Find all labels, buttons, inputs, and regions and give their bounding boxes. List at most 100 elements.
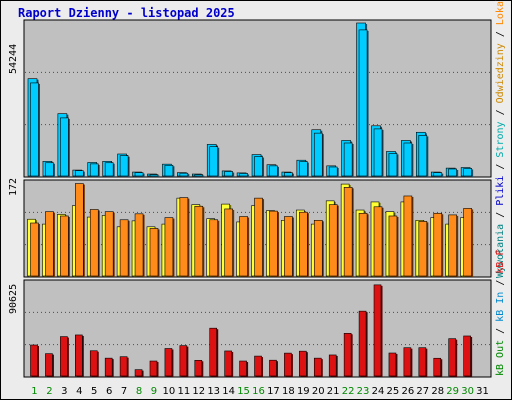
bar-bottom-s0-day-5 xyxy=(89,350,99,377)
bar-top-s1-day-3 xyxy=(60,117,70,177)
bar-middle-s1-day-10 xyxy=(164,217,175,277)
bar-middle-s1-day-2 xyxy=(45,211,55,277)
bar-bottom-s0-day-13 xyxy=(209,327,219,377)
bar-middle-s1-day-5 xyxy=(89,209,100,277)
bar-middle-s1-day-16 xyxy=(254,197,265,277)
bar-top-s1-day-18 xyxy=(284,172,294,177)
bar-middle-s1-day-4 xyxy=(75,183,85,277)
bar-bottom-s0-day-19 xyxy=(299,350,308,377)
bar-bottom-s0-day-17 xyxy=(269,359,278,377)
bar-top-s1-day-27 xyxy=(418,135,429,177)
bar-middle-s1-day-18 xyxy=(284,216,294,277)
bar-top-s1-day-17 xyxy=(269,165,279,177)
bar-bottom-s0-day-15 xyxy=(239,360,249,377)
bars xyxy=(27,22,474,377)
legend-item: Pliki xyxy=(495,176,506,206)
bar-bottom-s0-day-21 xyxy=(328,354,338,377)
top-panel-max-label: 54244 xyxy=(8,44,19,74)
bar-top-s1-day-22 xyxy=(343,142,354,177)
x-label-day-16: 16 xyxy=(252,386,265,397)
x-axis-labels: 1 2 3 4 5 6 7 8 9 10 11 12 13 14 15 16 17 18 19 20 21 22 23 24 2… xyxy=(31,386,489,397)
bar-middle-s1-day-12 xyxy=(194,205,205,277)
bar-top-s1-day-13 xyxy=(209,146,220,177)
bar-top-s1-day-29 xyxy=(448,168,459,177)
bar-top-s1-day-24 xyxy=(373,128,384,177)
bar-top-s1-day-28 xyxy=(433,172,444,177)
legend-item: Strony xyxy=(495,121,506,157)
bar-bottom-s0-day-12 xyxy=(194,359,204,377)
bar-bottom-s0-day-11 xyxy=(179,345,189,377)
bar-middle-s1-day-3 xyxy=(60,215,70,277)
bar-top-s1-day-14 xyxy=(224,171,235,177)
bar-bottom-s0-day-14 xyxy=(224,350,234,377)
bar-top-s1-day-15 xyxy=(239,173,250,177)
right-legend-top: Wywołania / Pliki / Strony / Odwiedziny … xyxy=(495,0,506,278)
legend-item: kB F xyxy=(495,250,506,274)
bar-middle-s1-day-8 xyxy=(134,213,145,277)
bar-bottom-s0-day-10 xyxy=(164,348,174,377)
x-label-day-11: 11 xyxy=(177,386,190,397)
bar-bottom-s0-day-30 xyxy=(463,335,473,377)
bar-top-s1-day-19 xyxy=(299,161,309,177)
legend-item: Wywołania xyxy=(495,224,506,278)
middle-panel-max-label: 172 xyxy=(8,178,19,196)
bar-top-s1-day-21 xyxy=(328,166,339,177)
bar-middle-s1-day-26 xyxy=(403,195,414,277)
bar-top-s1-day-5 xyxy=(89,163,100,177)
x-label-day-3: 3 xyxy=(61,386,67,397)
legend-separator: / xyxy=(495,158,506,176)
bar-middle-s1-day-22 xyxy=(343,187,354,277)
legend-separator: / xyxy=(495,103,506,121)
x-label-day-25: 25 xyxy=(387,386,400,397)
x-label-day-4: 4 xyxy=(76,386,82,397)
bar-middle-s1-day-7 xyxy=(119,219,130,277)
chart-title: Raport Dzienny - listopad 2025 xyxy=(18,6,235,20)
legend-separator: / xyxy=(495,322,506,340)
legend-separator: / xyxy=(495,206,506,224)
bar-middle-s1-day-21 xyxy=(328,204,339,277)
x-label-day-19: 19 xyxy=(297,386,310,397)
bar-top-s1-day-25 xyxy=(388,153,399,177)
bar-top-s1-day-12 xyxy=(194,174,205,177)
x-label-day-2: 2 xyxy=(46,386,52,397)
x-label-day-27: 27 xyxy=(416,386,429,397)
bar-bottom-s0-day-3 xyxy=(60,336,69,377)
legend-item: Lokalizacje xyxy=(495,0,506,25)
x-label-day-23: 23 xyxy=(357,386,370,397)
bar-top-s1-day-10 xyxy=(164,164,175,177)
bar-top-s1-day-8 xyxy=(134,172,145,177)
x-label-day-5: 5 xyxy=(91,386,97,397)
bar-bottom-s0-day-1 xyxy=(30,344,39,377)
x-label-day-29: 29 xyxy=(446,386,459,397)
bottom-panel-max-label: 90625 xyxy=(8,284,19,314)
bar-bottom-s0-day-24 xyxy=(373,284,383,377)
legend-separator: / xyxy=(495,25,506,43)
bar-top-s1-day-20 xyxy=(313,132,324,177)
bar-bottom-s0-day-4 xyxy=(75,334,84,377)
x-label-day-10: 10 xyxy=(163,386,176,397)
bar-top-s1-day-2 xyxy=(45,162,55,177)
bar-bottom-s0-day-2 xyxy=(45,353,54,377)
bar-middle-s1-day-15 xyxy=(239,216,250,277)
bar-top-s1-day-9 xyxy=(149,174,160,177)
bar-bottom-s0-day-27 xyxy=(418,347,428,377)
bar-bottom-s0-day-25 xyxy=(388,352,398,377)
bar-middle-s1-day-11 xyxy=(179,197,190,277)
bar-bottom-s0-day-9 xyxy=(149,360,159,377)
bar-top-s1-day-26 xyxy=(403,142,414,177)
x-label-day-26: 26 xyxy=(401,386,414,397)
bar-bottom-s0-day-20 xyxy=(313,357,323,377)
legend-item: Odwiedziny xyxy=(495,43,506,103)
x-label-day-28: 28 xyxy=(431,386,444,397)
legend-item: kB In xyxy=(495,292,506,322)
bar-middle-s1-day-13 xyxy=(209,219,220,277)
bar-top-s1-day-11 xyxy=(179,172,190,177)
x-label-day-13: 13 xyxy=(207,386,220,397)
x-label-day-9: 9 xyxy=(151,386,157,397)
bar-middle-s1-day-17 xyxy=(269,210,279,277)
x-label-day-15: 15 xyxy=(237,386,250,397)
x-label-day-18: 18 xyxy=(282,386,295,397)
bar-top-s1-day-7 xyxy=(119,155,130,177)
